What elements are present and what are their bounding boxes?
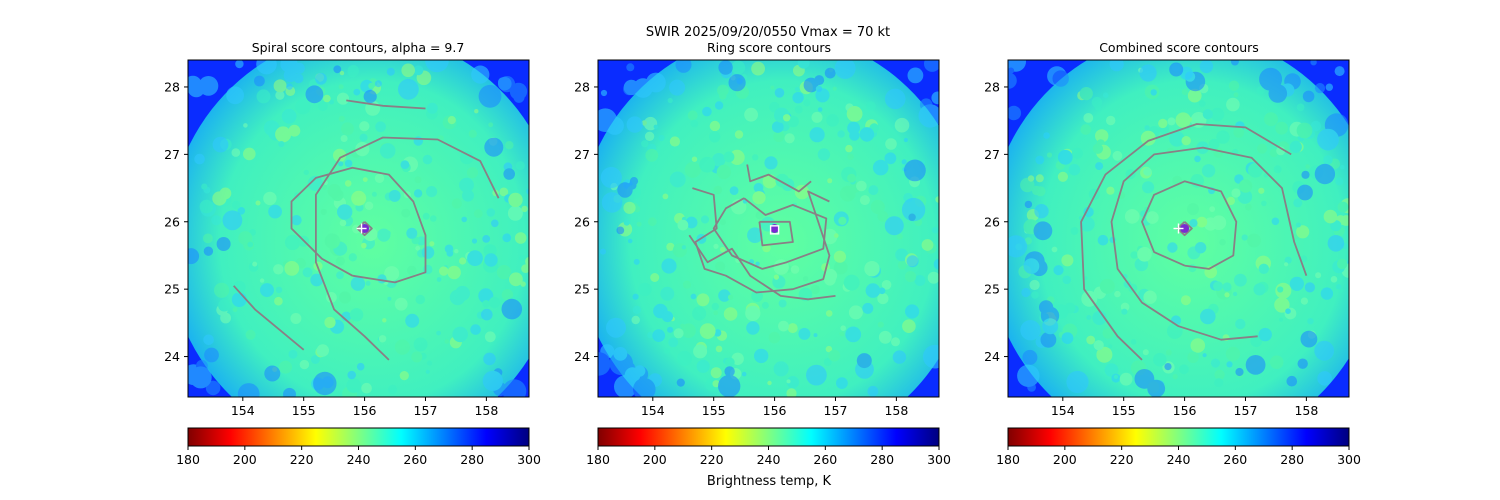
colorbar-tick-label: 240 bbox=[347, 452, 371, 467]
storm-eye bbox=[1180, 224, 1190, 233]
x-tick-label: 154 bbox=[641, 403, 665, 418]
plot-area bbox=[188, 60, 529, 397]
colorbar-tick-label: 180 bbox=[996, 452, 1020, 467]
y-tick-label: 25 bbox=[164, 282, 180, 297]
x-tick-label: 156 bbox=[763, 403, 787, 418]
colorbar-tick-label: 220 bbox=[700, 452, 724, 467]
contour-line bbox=[688, 234, 836, 301]
cloud-shield bbox=[1008, 60, 1349, 397]
y-tick-label: 27 bbox=[164, 147, 180, 162]
contour-line bbox=[356, 221, 373, 237]
x-tick-label: 157 bbox=[1234, 403, 1258, 418]
center-marker bbox=[356, 223, 367, 234]
x-tick-label: 155 bbox=[1112, 403, 1136, 418]
y-tick-label: 26 bbox=[574, 214, 590, 229]
panel-title: Combined score contours bbox=[1099, 40, 1259, 55]
y-tick-label: 26 bbox=[164, 214, 180, 229]
colorbar-tick-label: 260 bbox=[1223, 452, 1247, 467]
y-tick-label: 25 bbox=[984, 282, 1000, 297]
contour-line bbox=[1080, 123, 1292, 361]
x-tick-label: 157 bbox=[824, 403, 848, 418]
colorbar-tick-label: 200 bbox=[233, 452, 257, 467]
outer-bands bbox=[598, 60, 939, 397]
contour-line bbox=[233, 285, 305, 351]
colorbar-tick-label: 300 bbox=[927, 452, 951, 467]
colorbar-tick-label: 260 bbox=[403, 452, 427, 467]
plot-area bbox=[598, 60, 939, 397]
y-tick-label: 24 bbox=[984, 349, 1000, 364]
panel-title: Spiral score contours, alpha = 9.7 bbox=[252, 40, 465, 55]
contour-line bbox=[1110, 146, 1308, 341]
contour-line bbox=[712, 197, 828, 270]
y-tick-label: 24 bbox=[574, 349, 590, 364]
plot-frame bbox=[187, 59, 530, 398]
colorbar-tick-label: 200 bbox=[1053, 452, 1077, 467]
y-tick-label: 27 bbox=[984, 147, 1000, 162]
colorbar-tick-label: 280 bbox=[1280, 452, 1304, 467]
panel-title: Ring score contours bbox=[707, 40, 831, 55]
contour-line bbox=[1176, 221, 1193, 237]
y-tick-label: 26 bbox=[984, 214, 1000, 229]
x-tick-label: 158 bbox=[1294, 403, 1318, 418]
colorbar-tick-label: 280 bbox=[870, 452, 894, 467]
colorbar bbox=[187, 427, 530, 447]
colorbar-tick-label: 180 bbox=[176, 452, 200, 467]
panel-ring: Ring score contours 154 155 156 157 158 24 25 2… bbox=[574, 40, 951, 467]
colorbar-tick-label: 240 bbox=[1167, 452, 1191, 467]
x-tick-label: 158 bbox=[474, 403, 498, 418]
contour-line bbox=[290, 166, 427, 284]
contour-line bbox=[1141, 180, 1238, 270]
colorbar-tick-label: 240 bbox=[757, 452, 781, 467]
contour-line bbox=[746, 164, 812, 193]
y-tick-label: 24 bbox=[164, 349, 180, 364]
center-marker bbox=[1173, 223, 1184, 234]
x-tick-label: 158 bbox=[884, 403, 908, 418]
colorbar-tick-label: 220 bbox=[290, 452, 314, 467]
colorbar bbox=[1007, 427, 1350, 447]
cloud-texture bbox=[610, 60, 939, 397]
center-marker bbox=[769, 225, 780, 235]
contour-line bbox=[758, 220, 794, 247]
outer-bands bbox=[188, 60, 528, 397]
colorbar-label: Brightness temp, K bbox=[707, 474, 832, 489]
x-tick-label: 154 bbox=[1051, 403, 1075, 418]
colorbar bbox=[597, 427, 940, 447]
x-tick-label: 156 bbox=[353, 403, 377, 418]
x-tick-label: 155 bbox=[292, 403, 316, 418]
x-tick-label: 157 bbox=[414, 403, 438, 418]
figure-title: SWIR 2025/09/20/0550 Vmax = 70 kt bbox=[646, 25, 890, 40]
colorbar-tick-label: 300 bbox=[517, 452, 541, 467]
contour-line bbox=[692, 187, 831, 294]
colorbar-tick-label: 180 bbox=[586, 452, 610, 467]
y-tick-label: 28 bbox=[984, 79, 1000, 94]
colorbar-tick-label: 220 bbox=[1110, 452, 1134, 467]
colorbar-tick-label: 200 bbox=[643, 452, 667, 467]
panel-combined: Combined score contours 154 155 156 157 158 2… bbox=[984, 40, 1361, 467]
x-tick-label: 155 bbox=[702, 403, 726, 418]
contour-line bbox=[315, 136, 500, 361]
x-tick-label: 156 bbox=[1173, 403, 1197, 418]
colorbar-tick-label: 300 bbox=[1337, 452, 1361, 467]
panel-spiral: Spiral score contours, alpha = 9.7 154 15… bbox=[164, 40, 541, 467]
colorbar-tick-label: 280 bbox=[460, 452, 484, 467]
outer-bands bbox=[1008, 60, 1349, 397]
y-tick-label: 25 bbox=[574, 282, 590, 297]
x-tick-label: 154 bbox=[231, 403, 255, 418]
plot-frame bbox=[1007, 59, 1350, 398]
plot-frame bbox=[597, 59, 940, 398]
contour-line bbox=[346, 99, 426, 110]
y-tick-label: 27 bbox=[574, 147, 590, 162]
colorbar-tick-label: 260 bbox=[813, 452, 837, 467]
plot-area bbox=[1008, 60, 1349, 397]
y-tick-label: 28 bbox=[574, 79, 590, 94]
y-tick-label: 28 bbox=[164, 79, 180, 94]
cloud-texture bbox=[1015, 63, 1349, 394]
